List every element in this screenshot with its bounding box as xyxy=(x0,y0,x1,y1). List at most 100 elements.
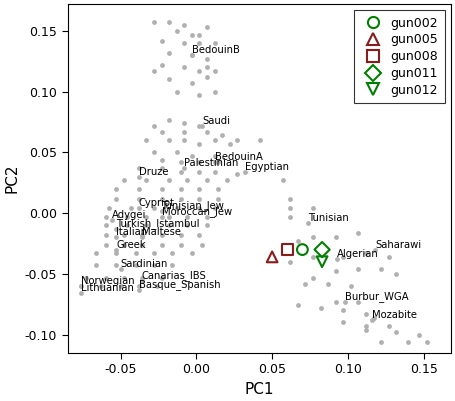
Point xyxy=(123,214,130,220)
Text: Lithuanian: Lithuanian xyxy=(81,284,134,293)
Point xyxy=(362,326,369,333)
Point xyxy=(143,222,150,229)
Point xyxy=(78,283,85,289)
Point xyxy=(214,195,221,202)
Text: Adygei: Adygei xyxy=(111,211,146,221)
Point xyxy=(203,214,211,220)
Point xyxy=(143,177,150,184)
Point xyxy=(153,283,161,289)
Point xyxy=(166,76,173,83)
Point xyxy=(332,299,339,305)
Text: Cypriot: Cypriot xyxy=(139,198,175,208)
Point xyxy=(287,205,294,211)
Text: Burbur_WGA: Burbur_WGA xyxy=(345,291,409,302)
Point xyxy=(150,262,157,269)
Point xyxy=(123,222,130,229)
Point xyxy=(181,64,188,71)
Point xyxy=(334,256,341,263)
Point xyxy=(226,141,233,147)
Point xyxy=(355,299,362,305)
Point xyxy=(211,153,218,159)
Point xyxy=(299,246,306,253)
Point xyxy=(362,323,369,329)
Point xyxy=(158,241,165,248)
Point xyxy=(173,149,180,156)
Point xyxy=(378,339,385,345)
Point xyxy=(211,89,218,95)
Point xyxy=(181,137,188,144)
Point xyxy=(196,141,203,147)
Point xyxy=(150,19,157,26)
Point xyxy=(135,186,142,192)
Point xyxy=(158,156,165,163)
Point xyxy=(283,246,291,253)
Point xyxy=(256,137,263,144)
Point xyxy=(78,283,85,289)
Point xyxy=(135,174,142,180)
Point xyxy=(108,217,115,224)
X-axis label: PC1: PC1 xyxy=(244,382,274,397)
Point xyxy=(177,195,185,202)
Point xyxy=(362,311,369,317)
Point xyxy=(102,241,109,248)
Point xyxy=(339,319,347,326)
Text: Egyptian: Egyptian xyxy=(245,162,289,172)
Point xyxy=(138,241,146,248)
Text: Saharawi: Saharawi xyxy=(375,239,421,249)
Point xyxy=(324,280,332,287)
Text: Basque_Spanish: Basque_Spanish xyxy=(139,279,221,290)
Point xyxy=(347,283,354,289)
Point xyxy=(184,177,191,184)
Point xyxy=(158,214,165,220)
Point xyxy=(112,246,120,253)
Point xyxy=(196,205,203,211)
Point xyxy=(385,323,392,329)
Point xyxy=(211,40,218,46)
Point xyxy=(112,186,120,192)
Point xyxy=(196,40,203,46)
Point xyxy=(166,50,173,56)
Point xyxy=(112,234,120,241)
Point xyxy=(223,177,230,184)
Point xyxy=(355,229,362,236)
Point xyxy=(203,56,211,62)
Point xyxy=(93,262,100,269)
Point xyxy=(287,214,294,220)
Point xyxy=(166,177,173,184)
Text: Turkish_Istambul: Turkish_Istambul xyxy=(116,218,200,229)
Point xyxy=(214,186,221,192)
Point xyxy=(166,214,173,220)
Point xyxy=(188,250,196,257)
Point xyxy=(177,232,185,238)
Point xyxy=(112,250,120,257)
Point xyxy=(241,169,248,175)
Point xyxy=(203,222,211,229)
Point xyxy=(305,220,312,226)
Text: Canarias_IBS: Canarias_IBS xyxy=(142,270,207,281)
Point xyxy=(173,205,180,211)
Point xyxy=(150,250,157,257)
Point xyxy=(158,62,165,68)
Point xyxy=(93,250,100,257)
Point xyxy=(127,205,135,211)
Text: Tunisian_Jew: Tunisian_Jew xyxy=(162,200,224,211)
Point xyxy=(341,299,349,305)
Point xyxy=(78,290,85,296)
Point xyxy=(82,274,90,281)
Point xyxy=(173,28,180,34)
Point xyxy=(318,246,326,253)
Point xyxy=(120,274,127,281)
Point xyxy=(294,238,302,244)
Point xyxy=(203,129,211,135)
Text: Druze: Druze xyxy=(139,167,168,177)
Point xyxy=(188,80,196,86)
Point xyxy=(138,278,146,284)
Point xyxy=(196,186,203,192)
Point xyxy=(203,74,211,80)
Point xyxy=(135,283,142,289)
Point xyxy=(177,186,185,192)
Point xyxy=(196,92,203,99)
Point xyxy=(393,329,400,335)
Text: Maltese: Maltese xyxy=(142,227,181,237)
Text: Norwegian: Norwegian xyxy=(81,276,135,286)
